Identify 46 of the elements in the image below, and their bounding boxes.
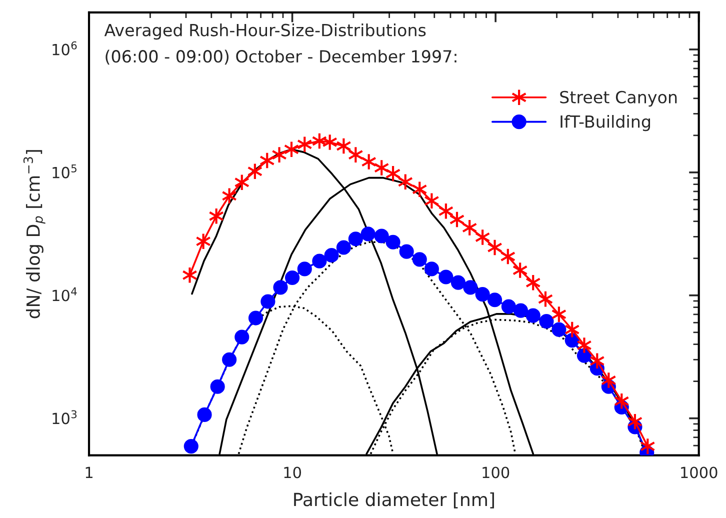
point [412, 252, 427, 267]
y-tick-label: 10$^{6}$ [52, 41, 77, 56]
point [487, 292, 502, 308]
point [424, 262, 439, 276]
point [197, 407, 212, 422]
legend-label: IfT-Building [560, 114, 650, 132]
point [210, 379, 225, 394]
point [374, 228, 389, 244]
point [463, 280, 478, 295]
point [399, 244, 414, 259]
point [475, 287, 490, 302]
x-tick-label: 100 [482, 466, 510, 478]
point [438, 270, 454, 284]
point [260, 294, 276, 309]
point [273, 280, 288, 295]
x-axis-title: Particle diameter [nm] [294, 492, 494, 508]
x-tick-label: 1000 [681, 466, 718, 478]
point [526, 308, 540, 323]
point [324, 248, 339, 263]
point [222, 352, 237, 367]
annotation: Averaged Rush-Hour-Size-Distributions (06:00 - 09:00) October - December 1997: [104, 24, 456, 65]
point [284, 270, 300, 286]
point [248, 310, 264, 326]
point [182, 266, 198, 284]
point [576, 336, 592, 354]
y-tick-label: 10$^{3}$ [52, 410, 77, 424]
point [336, 240, 351, 255]
point [487, 238, 502, 256]
point [450, 275, 466, 290]
y-tick-label: 10$^{4}$ [52, 287, 77, 302]
y-tick-label: 10$^{5}$ [52, 164, 76, 178]
point [297, 262, 312, 276]
x-tick-label: 10 [284, 466, 301, 478]
point [272, 146, 287, 164]
point [360, 226, 376, 242]
point [539, 314, 554, 329]
point [348, 232, 363, 246]
point [234, 330, 250, 344]
point [184, 439, 198, 454]
y-axis-title: dN/ dlog D$_{p}$ [cm$^{−3}$] [23, 150, 46, 318]
x-tick-label: 1 [86, 466, 92, 478]
point [513, 303, 528, 318]
point [386, 234, 400, 250]
point [501, 299, 516, 314]
point [552, 322, 566, 337]
legend-label: Street Canyon [560, 90, 677, 107]
